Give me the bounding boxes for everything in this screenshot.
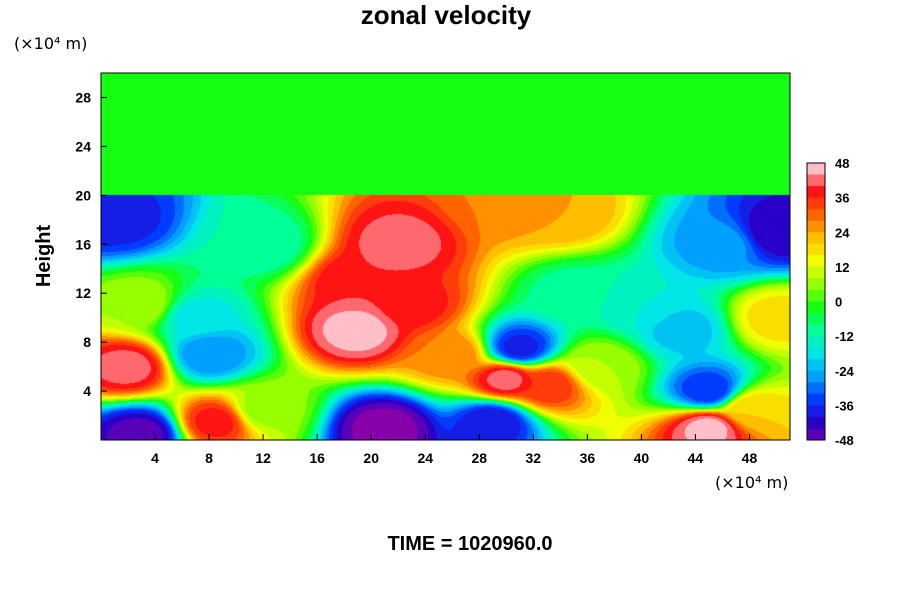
colorbar-tick-label: 36 — [835, 191, 849, 206]
y-tick-label: 4 — [83, 383, 91, 399]
x-tick-label: 44 — [688, 450, 704, 466]
time-label: TIME = 1020960.0 — [387, 533, 552, 555]
colorbar: 48 36 24 12 0 -12 -24 -36 -48 — [806, 156, 855, 448]
x-tick-label: 36 — [580, 450, 596, 466]
colorbar-frame — [806, 162, 826, 441]
colorbar-tick-label: -48 — [835, 433, 854, 448]
y-tick-label: 8 — [83, 334, 91, 350]
x-tick-label: 12 — [255, 450, 271, 466]
colorbar-tick-label: -36 — [835, 398, 854, 413]
x-tick-label: 20 — [363, 450, 379, 466]
colorbar-tick-label: 0 — [835, 295, 842, 310]
colorbar-tick-label: -24 — [835, 364, 855, 379]
y-tick-label: 20 — [75, 187, 91, 203]
x-tick-label: 32 — [526, 450, 542, 466]
y-unit-label: (×10⁴ m) — [14, 34, 87, 53]
x-tick-label: 8 — [205, 450, 213, 466]
chart-title: zonal velocity — [361, 0, 532, 30]
plot-area — [100, 72, 791, 441]
y-axis: 4 8 12 16 20 24 28 — [75, 89, 107, 399]
x-tick-label: 16 — [309, 450, 325, 466]
y-axis-label: Height — [33, 225, 55, 288]
colorbar-tick-label: 24 — [835, 225, 850, 240]
velocity-field-heatmap — [101, 73, 790, 440]
y-tick-label: 24 — [75, 138, 91, 154]
x-tick-label: 40 — [634, 450, 650, 466]
colorbar-tick-label: -12 — [835, 329, 854, 344]
y-tick-label: 28 — [75, 89, 91, 105]
colorbar-tick-label: 48 — [835, 156, 849, 171]
colorbar-scale — [807, 163, 825, 440]
x-tick-label: 4 — [151, 450, 159, 466]
x-axis: 4 8 12 16 20 24 28 32 36 40 44 48 — [151, 434, 757, 466]
plot-frame — [100, 72, 791, 441]
y-tick-label: 16 — [75, 236, 91, 252]
x-tick-label: 28 — [471, 450, 487, 466]
x-unit-label: (×10⁴ m) — [715, 473, 788, 492]
x-tick-label: 48 — [742, 450, 758, 466]
colorbar-tick-label: 12 — [835, 260, 849, 275]
y-tick-label: 12 — [75, 285, 91, 301]
x-tick-label: 24 — [417, 450, 433, 466]
